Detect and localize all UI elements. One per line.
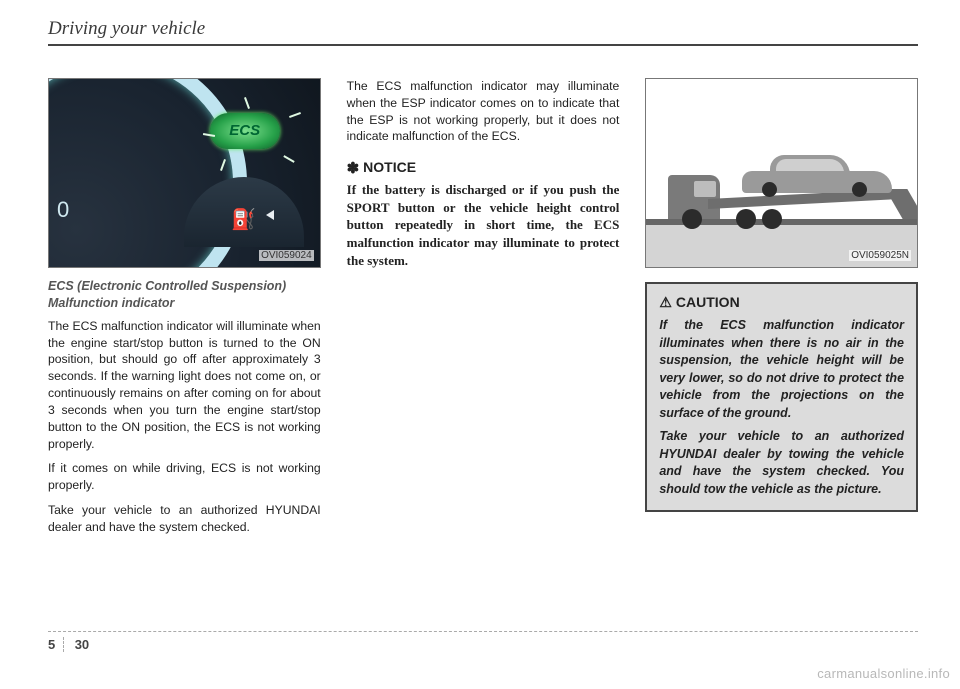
- figure-label: OVI059024: [259, 250, 314, 261]
- column-right: OVI059025N ⚠CAUTION If the ECS malfuncti…: [645, 78, 918, 544]
- figure-dashboard: 0 ECS ⛽ OVI059024: [48, 78, 321, 268]
- caution-paragraph: Take your vehicle to an authorized HYUND…: [659, 428, 904, 498]
- paragraph: The ECS malfunction indicator will illum…: [48, 318, 321, 453]
- page-footer: 5 30: [48, 631, 918, 654]
- notice-marker-icon: ✽: [347, 160, 360, 177]
- figure-caption: ECS (Electronic Controlled Suspension) M…: [48, 278, 321, 312]
- caution-box: ⚠CAUTION If the ECS malfunction indicato…: [645, 282, 918, 512]
- column-left: 0 ECS ⛽ OVI059024 ECS (Electronic Contro…: [48, 78, 321, 544]
- notice-heading: ✽ NOTICE: [347, 159, 620, 177]
- figure-label: OVI059025N: [849, 250, 911, 261]
- notice-title-text: NOTICE: [363, 159, 416, 175]
- notice-body: If the battery is discharged or if you p…: [347, 181, 620, 269]
- watermark: carmanualsonline.info: [817, 666, 950, 681]
- paragraph: Take your vehicle to an authorized HYUND…: [48, 502, 321, 536]
- column-middle: The ECS malfunction indicator may illumi…: [347, 78, 620, 544]
- paragraph: The ECS malfunction indicator may illumi…: [347, 78, 620, 145]
- gauge-zero-label: 0: [57, 197, 69, 223]
- warning-triangle-icon: ⚠: [659, 294, 672, 310]
- chapter-number: 5: [48, 637, 64, 652]
- figure-towing: OVI059025N: [645, 78, 918, 268]
- paragraph: If it comes on while driving, ECS is not…: [48, 460, 321, 494]
- fuel-pump-icon: ⛽: [231, 207, 256, 232]
- ecs-indicator-icon: ECS: [210, 113, 280, 149]
- section-header: Driving your vehicle: [48, 18, 918, 46]
- fuel-arrow-icon: [266, 210, 274, 220]
- caution-title-text: CAUTION: [676, 294, 740, 310]
- sedan-on-flatbed-icon: [742, 153, 892, 193]
- page-number: 30: [69, 637, 89, 652]
- caution-paragraph: If the ECS malfunction indicator illumin…: [659, 317, 904, 422]
